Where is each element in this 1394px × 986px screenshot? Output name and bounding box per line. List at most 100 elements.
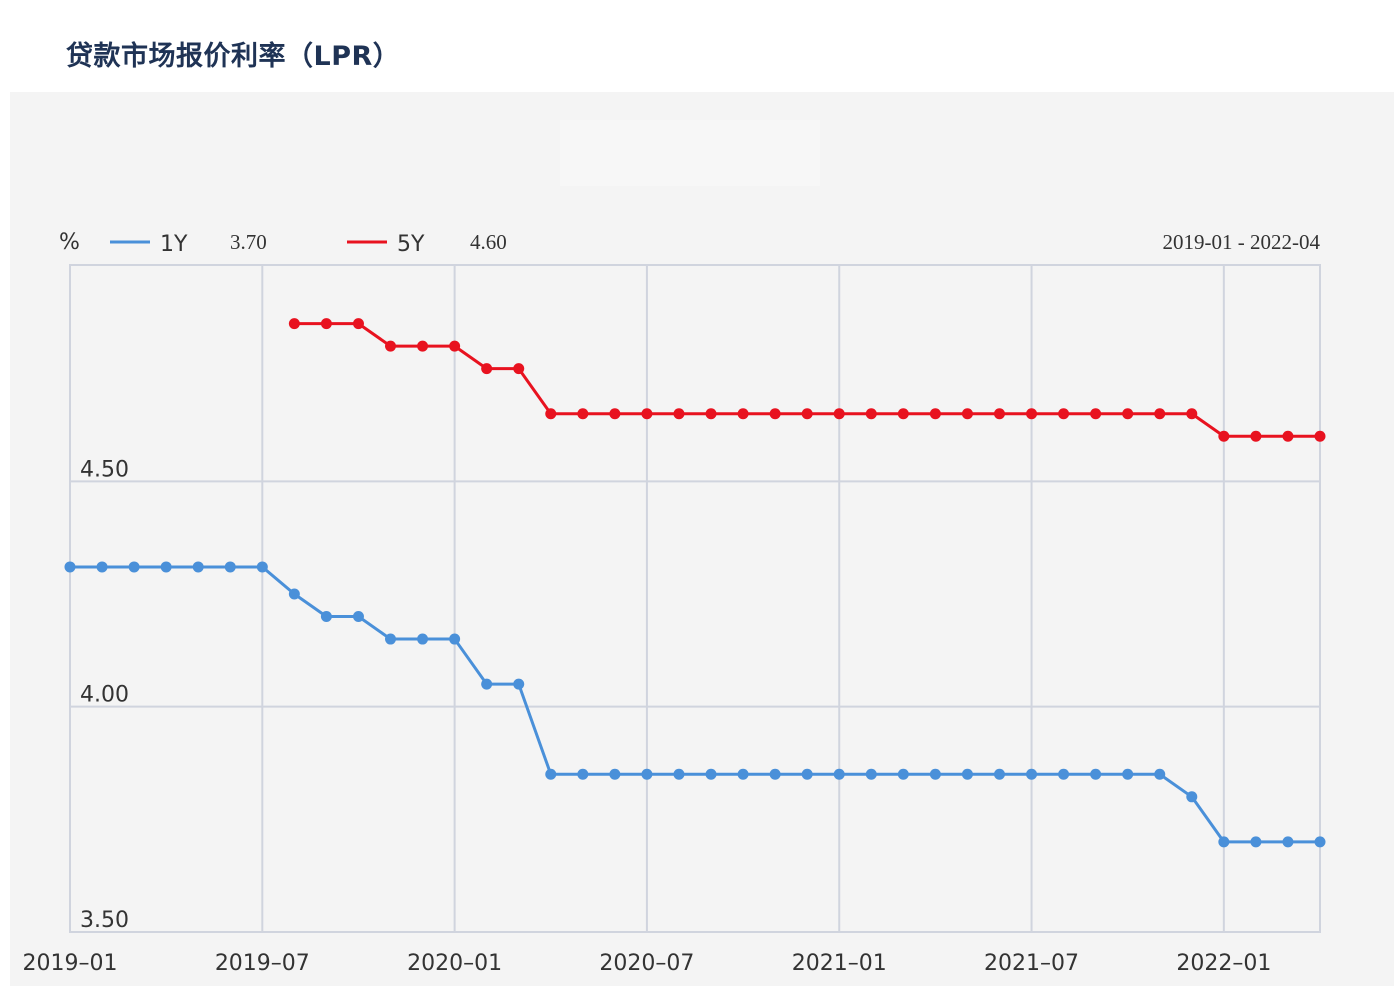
data-point-5y[interactable] [1026, 408, 1038, 420]
data-point-1y[interactable] [1282, 836, 1294, 848]
data-point-1y[interactable] [545, 768, 557, 780]
data-point-1y[interactable] [417, 633, 429, 645]
data-point-1y[interactable] [673, 768, 685, 780]
series-line-5y [294, 322, 1320, 438]
data-point-5y[interactable] [737, 408, 749, 420]
data-point-1y[interactable] [929, 768, 941, 780]
data-point-5y[interactable] [513, 363, 525, 375]
data-point-5y[interactable] [897, 408, 909, 420]
data-point-5y[interactable] [385, 340, 397, 352]
data-point-1y[interactable] [481, 678, 493, 690]
data-point-1y[interactable] [705, 768, 717, 780]
data-point-5y[interactable] [833, 408, 845, 420]
data-point-5y[interactable] [481, 363, 493, 375]
data-point-5y[interactable] [1122, 408, 1134, 420]
data-point-5y[interactable] [352, 318, 364, 330]
page-title: 贷款市场报价利率（LPR） [66, 41, 401, 72]
chart-panel [10, 92, 1394, 986]
data-point-5y[interactable] [288, 318, 300, 330]
data-point-1y[interactable] [1186, 791, 1198, 803]
data-point-5y[interactable] [1314, 430, 1326, 442]
data-point-5y[interactable] [1218, 430, 1230, 442]
legend-item-5y[interactable]: 5Y 4.60 [347, 230, 507, 257]
data-point-5y[interactable] [417, 340, 429, 352]
data-point-5y[interactable] [1282, 430, 1294, 442]
data-point-1y[interactable] [256, 561, 268, 573]
legend-value-1y: 3.70 [230, 230, 267, 254]
data-point-5y[interactable] [705, 408, 717, 420]
data-point-5y[interactable] [961, 408, 973, 420]
data-point-5y[interactable] [673, 408, 685, 420]
y-unit-label: % [59, 230, 80, 255]
data-point-1y[interactable] [128, 561, 140, 573]
data-point-1y[interactable] [865, 768, 877, 780]
data-point-1y[interactable] [224, 561, 236, 573]
data-point-1y[interactable] [1058, 768, 1070, 780]
data-point-1y[interactable] [737, 768, 749, 780]
data-point-1y[interactable] [1250, 836, 1262, 848]
y-tick-label: 3.50 [80, 908, 129, 933]
data-point-5y[interactable] [1250, 430, 1262, 442]
data-point-5y[interactable] [320, 318, 332, 330]
data-point-1y[interactable] [1314, 836, 1326, 848]
data-point-5y[interactable] [449, 340, 461, 352]
data-point-1y[interactable] [961, 768, 973, 780]
x-tick-label: 2019–07 [215, 951, 310, 976]
data-point-5y[interactable] [865, 408, 877, 420]
legend-label-1y: 1Y [160, 232, 188, 257]
x-tick-label: 2022–01 [1176, 951, 1271, 976]
data-point-1y[interactable] [897, 768, 909, 780]
x-tick-label: 2020–07 [599, 951, 694, 976]
data-point-1y[interactable] [769, 768, 781, 780]
data-point-1y[interactable] [1090, 768, 1102, 780]
y-tick-label: 4.50 [80, 457, 129, 482]
data-point-1y[interactable] [288, 588, 300, 600]
data-point-1y[interactable] [513, 678, 525, 690]
data-point-5y[interactable] [929, 408, 941, 420]
data-point-1y[interactable] [385, 633, 397, 645]
data-point-1y[interactable] [1154, 768, 1166, 780]
series-line-1y [70, 565, 1320, 844]
data-point-5y[interactable] [801, 408, 813, 420]
tick-layer: 2019–01 2019–07 2020–01 2020–07 2021–01 2021–… [23, 457, 1272, 976]
data-point-5y[interactable] [769, 408, 781, 420]
data-point-1y[interactable] [801, 768, 813, 780]
chart-header-blank [560, 120, 820, 186]
data-point-5y[interactable] [577, 408, 589, 420]
plot-area [69, 264, 1321, 933]
data-point-1y[interactable] [96, 561, 108, 573]
data-point-1y[interactable] [577, 768, 589, 780]
data-point-5y[interactable] [1090, 408, 1102, 420]
data-point-1y[interactable] [1026, 768, 1038, 780]
data-point-1y[interactable] [192, 561, 204, 573]
data-point-5y[interactable] [1186, 408, 1198, 420]
data-point-1y[interactable] [993, 768, 1005, 780]
x-tick-label: 2021–01 [792, 951, 887, 976]
y-tick-label: 4.00 [80, 683, 129, 708]
data-point-5y[interactable] [993, 408, 1005, 420]
data-point-5y[interactable] [1058, 408, 1070, 420]
data-point-1y[interactable] [833, 768, 845, 780]
data-point-5y[interactable] [641, 408, 653, 420]
data-point-1y[interactable] [320, 611, 332, 623]
data-point-1y[interactable] [352, 611, 364, 623]
data-point-1y[interactable] [1218, 836, 1230, 848]
data-point-1y[interactable] [1122, 768, 1134, 780]
data-point-1y[interactable] [641, 768, 653, 780]
x-tick-label: 2021–07 [984, 951, 1079, 976]
legend-item-1y[interactable]: 1Y 3.70 [110, 230, 267, 257]
x-tick-label: 2020–01 [407, 951, 502, 976]
legend-value-5y: 4.60 [470, 230, 507, 254]
data-point-5y[interactable] [1154, 408, 1166, 420]
grid-layer [70, 265, 1320, 932]
data-point-5y[interactable] [545, 408, 557, 420]
series-layer [64, 318, 1326, 848]
date-range-label: 2019-01 - 2022-04 [1163, 230, 1321, 254]
data-point-1y[interactable] [160, 561, 172, 573]
data-point-5y[interactable] [609, 408, 621, 420]
data-point-1y[interactable] [449, 633, 461, 645]
data-point-1y[interactable] [609, 768, 621, 780]
data-point-1y[interactable] [64, 561, 76, 573]
x-tick-label: 2019–01 [23, 951, 118, 976]
